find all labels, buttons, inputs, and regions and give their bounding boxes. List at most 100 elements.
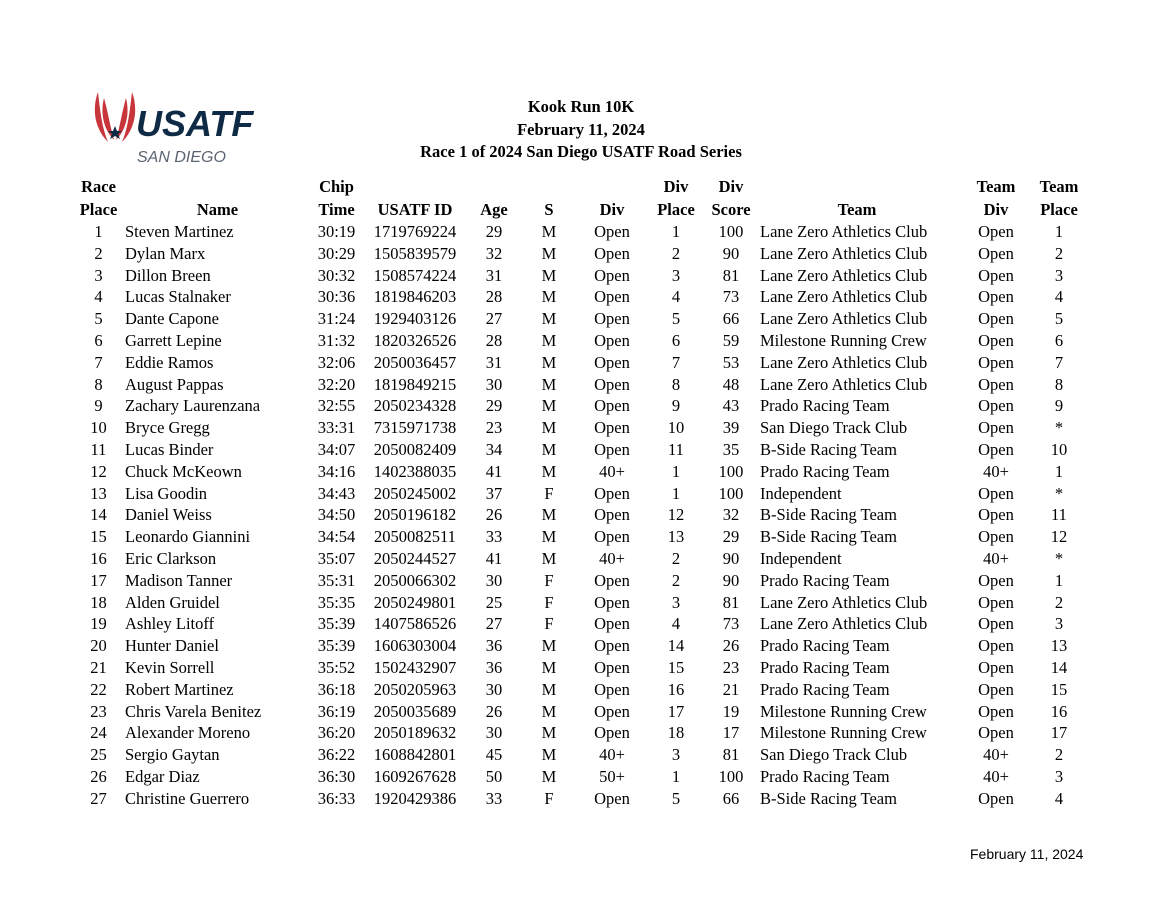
table-row: 13 Lisa Goodin 34:43 2050245002 37 F Open 1 100 I…	[75, 483, 1086, 505]
cell-sex: M	[541, 418, 557, 438]
cell-team-div: Open	[978, 723, 1014, 743]
cell-name: Dillon Breen	[125, 265, 211, 285]
cell-team-div: Open	[978, 374, 1014, 394]
cell-team: San Diego Track Club	[760, 418, 908, 438]
cell-team-place: 11	[1051, 505, 1067, 525]
cell-race-place: 18	[90, 592, 107, 612]
cell-race-place: 8	[94, 374, 103, 394]
cell-name: Zachary Laurenzana	[125, 396, 261, 416]
cell-div-score: 19	[722, 701, 740, 721]
cell-div-place: 12	[667, 505, 685, 525]
cell-team-div: Open	[978, 483, 1014, 503]
cell-age: 30	[485, 723, 503, 743]
cell-team: Prado Racing Team	[760, 461, 890, 481]
cell-usatf-id: 1606303004	[373, 636, 457, 656]
cell-chip-time: 34:16	[317, 461, 356, 481]
cell-div: 40+	[599, 745, 625, 765]
cell-sex: M	[541, 439, 557, 459]
cell-team-place: 1	[1054, 222, 1064, 241]
column-header-age	[470, 176, 518, 199]
table-row: 7 Eddie Ramos 32:06 2050036457 31 M Open 7 53 Lan…	[75, 352, 1086, 374]
cell-div-score: 73	[722, 614, 740, 634]
cell-race-place: 27	[90, 788, 107, 808]
cell-team-div: Open	[978, 287, 1014, 307]
cell-age: 50	[485, 766, 503, 786]
cell-age: 23	[485, 418, 503, 438]
cell-age: 41	[485, 548, 503, 568]
cell-team-div: Open	[978, 418, 1014, 438]
results-table: Race Chip Div Div Team Team Place Name Time USAT…	[75, 176, 1086, 810]
cell-team: Lane Zero Athletics Club	[760, 352, 928, 372]
cell-div-score: 53	[722, 352, 740, 372]
table-row: 1 Steven Martinez 30:19 1719769224 29 M Open 1 1…	[75, 221, 1086, 243]
cell-chip-time: 32:20	[317, 374, 356, 394]
cell-race-place: 4	[94, 287, 103, 307]
cell-team-place: 4	[1054, 788, 1064, 808]
table-row: 3 Dillon Breen 30:32 1508574224 31 M Open 3 81 La…	[75, 265, 1086, 287]
cell-name: Kevin Sorrell	[125, 657, 215, 677]
cell-team: Prado Racing Team	[760, 766, 890, 786]
cell-name: Lucas Binder	[125, 439, 214, 459]
column-header-div-place: Place	[657, 199, 695, 219]
cell-div-place: 6	[671, 330, 681, 350]
cell-div-score: 73	[722, 287, 740, 307]
cell-team-place: 3	[1054, 766, 1064, 786]
cell-div: Open	[594, 505, 630, 525]
cell-sex: M	[541, 374, 557, 394]
results-header: Kook Run 10K February 11, 2024 Race 1 of…	[381, 96, 781, 164]
cell-team-div: Open	[978, 701, 1014, 721]
cell-div-place: 7	[671, 352, 681, 372]
table-row: 6 Garrett Lepine 31:32 1820326526 28 M Open 6 59…	[75, 330, 1086, 352]
cell-name: Lisa Goodin	[125, 483, 208, 503]
column-header-race-place: Place	[79, 199, 118, 219]
cell-team-div: 40+	[983, 745, 1009, 765]
cell-sex: M	[541, 657, 557, 677]
cell-div: Open	[594, 439, 630, 459]
cell-div-place: 8	[671, 374, 681, 394]
cell-usatf-id: 1608842801	[373, 745, 457, 765]
cell-team-place: 1	[1054, 570, 1064, 590]
cell-team: Prado Racing Team	[760, 636, 890, 656]
cell-sex: M	[541, 243, 557, 263]
column-header-race-place: Race	[81, 177, 116, 196]
cell-usatf-id: 2050249801	[373, 592, 457, 612]
column-header-team-div: Div	[983, 199, 1009, 219]
cell-div-place: 4	[671, 287, 681, 307]
cell-team-div: Open	[978, 505, 1014, 525]
cell-team-div: Open	[978, 527, 1014, 547]
cell-div: Open	[594, 788, 630, 808]
cell-sex: M	[541, 222, 557, 241]
cell-chip-time: 35:52	[317, 657, 356, 677]
cell-team-div: Open	[978, 679, 1014, 699]
cell-usatf-id: 2050189632	[373, 723, 457, 743]
cell-age: 26	[485, 505, 503, 525]
cell-div-place: 5	[671, 788, 681, 808]
cell-team-place: 2	[1054, 243, 1064, 263]
cell-race-place: 2	[94, 243, 103, 263]
cell-div-place: 13	[667, 527, 685, 547]
cell-team-div: Open	[978, 657, 1014, 677]
cell-chip-time: 32:06	[317, 352, 356, 372]
cell-age: 36	[485, 657, 503, 677]
cell-chip-time: 31:24	[317, 309, 356, 329]
cell-div-place: 1	[671, 461, 681, 481]
cell-div-score: 35	[722, 439, 740, 459]
cell-usatf-id: 2050234328	[373, 396, 457, 416]
cell-team: B-Side Racing Team	[760, 505, 897, 525]
cell-sex: M	[541, 396, 557, 416]
cell-chip-time: 33:31	[317, 418, 356, 438]
cell-race-place: 20	[90, 636, 107, 656]
cell-race-place: 3	[94, 265, 103, 285]
cell-sex: F	[544, 788, 554, 808]
cell-div: 40+	[599, 548, 625, 568]
cell-team-div: Open	[978, 439, 1014, 459]
cell-div-place: 18	[667, 723, 685, 743]
cell-div-score: 81	[722, 745, 740, 765]
cell-race-place: 17	[90, 570, 107, 590]
cell-div-place: 3	[671, 745, 681, 765]
cell-team-place: 3	[1054, 614, 1064, 634]
cell-div: 40+	[599, 461, 625, 481]
cell-race-place: 7	[94, 352, 103, 372]
cell-div: Open	[594, 374, 630, 394]
cell-team: Milestone Running Crew	[760, 723, 927, 743]
